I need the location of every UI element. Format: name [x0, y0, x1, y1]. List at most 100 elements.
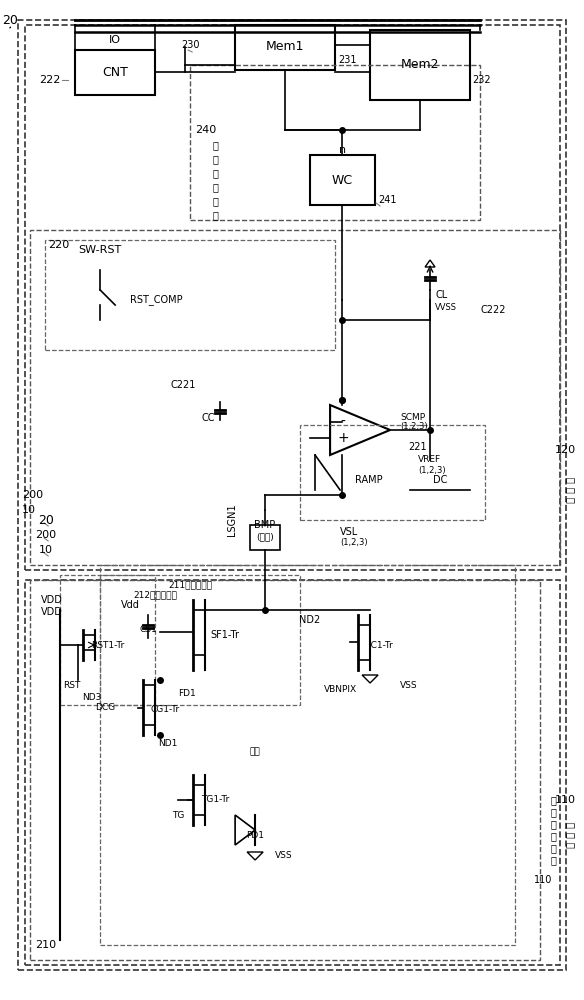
Text: SW-RST: SW-RST [78, 245, 122, 255]
Text: 241: 241 [378, 195, 397, 205]
Bar [300, 425, 485, 520]
Text: TG: TG [172, 810, 185, 820]
Text: 器: 器 [212, 168, 218, 178]
Text: RST: RST [64, 680, 81, 690]
Text: RAMP: RAMP [355, 475, 383, 485]
Bar [310, 155, 375, 205]
Text: 第: 第 [565, 822, 575, 828]
Bar [100, 565, 515, 945]
Text: Vdd: Vdd [121, 600, 140, 610]
Text: 10: 10 [39, 545, 53, 555]
Text: 电: 电 [550, 807, 556, 817]
Text: 220: 220 [48, 240, 69, 250]
Text: SF1-Tr: SF1-Tr [210, 630, 239, 640]
Text: 层: 层 [565, 497, 575, 503]
Text: IO: IO [109, 35, 121, 45]
Text: CNT: CNT [102, 66, 128, 79]
Bar [25, 25, 560, 570]
Text: RST_COMP: RST_COMP [130, 295, 183, 305]
Text: VDD: VDD [41, 595, 63, 605]
Text: DC: DC [433, 475, 447, 485]
Text: 制: 制 [212, 196, 218, 206]
Text: BMP: BMP [255, 520, 276, 530]
Text: 控: 控 [212, 182, 218, 192]
Text: 110: 110 [555, 795, 576, 805]
Text: 存: 存 [212, 140, 218, 150]
Text: C221: C221 [170, 380, 196, 390]
Text: WC: WC [332, 174, 353, 186]
Bar [60, 575, 155, 705]
Text: 221: 221 [408, 442, 427, 452]
Text: 210: 210 [35, 940, 56, 950]
Text: 部: 部 [550, 855, 556, 865]
Text: (1,2,3): (1,2,3) [340, 538, 368, 546]
Text: DCG: DCG [95, 704, 115, 712]
Bar [235, 25, 335, 70]
Text: 取: 取 [550, 843, 556, 853]
Text: LSGN1: LSGN1 [227, 504, 237, 536]
Bar [370, 30, 470, 100]
Text: +: + [338, 431, 349, 445]
Text: 211输出缓冲部: 211输出缓冲部 [168, 580, 212, 589]
Text: VBNPIX: VBNPIX [324, 686, 357, 694]
Bar [250, 525, 280, 550]
Text: 光: 光 [550, 795, 556, 805]
Text: 二: 二 [565, 487, 575, 493]
Bar [75, 50, 155, 95]
Text: Mem2: Mem2 [401, 58, 439, 72]
Text: ND1: ND1 [158, 738, 178, 748]
Text: 10: 10 [22, 505, 36, 515]
Text: 222: 222 [39, 75, 60, 85]
Text: VDD: VDD [41, 607, 63, 617]
Bar [100, 575, 300, 705]
Text: TG1-Tr: TG1-Tr [201, 796, 230, 804]
Text: CC: CC [201, 413, 215, 423]
Text: 储: 储 [212, 154, 218, 164]
Text: 232: 232 [472, 75, 491, 85]
Text: -: - [340, 415, 346, 429]
Text: CL: CL [435, 290, 447, 300]
Text: VSL: VSL [340, 527, 359, 537]
Text: VREF: VREF [418, 456, 441, 464]
Text: 240: 240 [195, 125, 217, 135]
Bar [30, 230, 560, 565]
Bar [25, 580, 560, 965]
Text: C222: C222 [480, 305, 506, 315]
Text: 231: 231 [338, 55, 357, 65]
Text: VSS: VSS [400, 680, 418, 690]
Text: 20: 20 [2, 13, 18, 26]
Text: (1,2,3): (1,2,3) [400, 422, 427, 432]
Text: 230: 230 [181, 40, 199, 50]
Bar [30, 580, 540, 960]
Text: RST1-Tr: RST1-Tr [92, 641, 125, 650]
Text: 200: 200 [36, 530, 57, 540]
Text: 212电荷积累部: 212电荷积累部 [133, 590, 177, 599]
Text: VVSS: VVSS [435, 304, 457, 312]
Text: 层: 层 [565, 842, 575, 848]
Text: VSS: VSS [275, 850, 293, 859]
Bar [45, 240, 335, 350]
Text: n: n [339, 145, 346, 155]
Text: CG1-Tr: CG1-Tr [151, 706, 180, 714]
Text: 20: 20 [38, 514, 54, 526]
Text: SCMP: SCMP [400, 412, 425, 422]
Text: 转: 转 [550, 819, 556, 829]
Text: 部: 部 [212, 210, 218, 220]
Text: (1,2,3): (1,2,3) [418, 466, 446, 475]
Text: IC1-Tr: IC1-Tr [368, 641, 392, 650]
Text: CS1: CS1 [139, 626, 157, 635]
Text: Mem1: Mem1 [266, 40, 304, 53]
Text: PD1: PD1 [246, 830, 264, 840]
Text: ND2: ND2 [300, 615, 321, 625]
Text: FD1: FD1 [178, 688, 196, 698]
Text: 一: 一 [565, 832, 575, 838]
Text: 200: 200 [22, 490, 43, 500]
Text: 120: 120 [555, 445, 576, 455]
Text: ND3: ND3 [82, 694, 102, 702]
Text: 第: 第 [565, 477, 575, 483]
Bar [190, 65, 480, 220]
Text: 溢流: 溢流 [250, 748, 260, 756]
Text: 110: 110 [534, 875, 552, 885]
Text: 换: 换 [550, 831, 556, 841]
Text: (凸块): (凸块) [256, 532, 274, 542]
